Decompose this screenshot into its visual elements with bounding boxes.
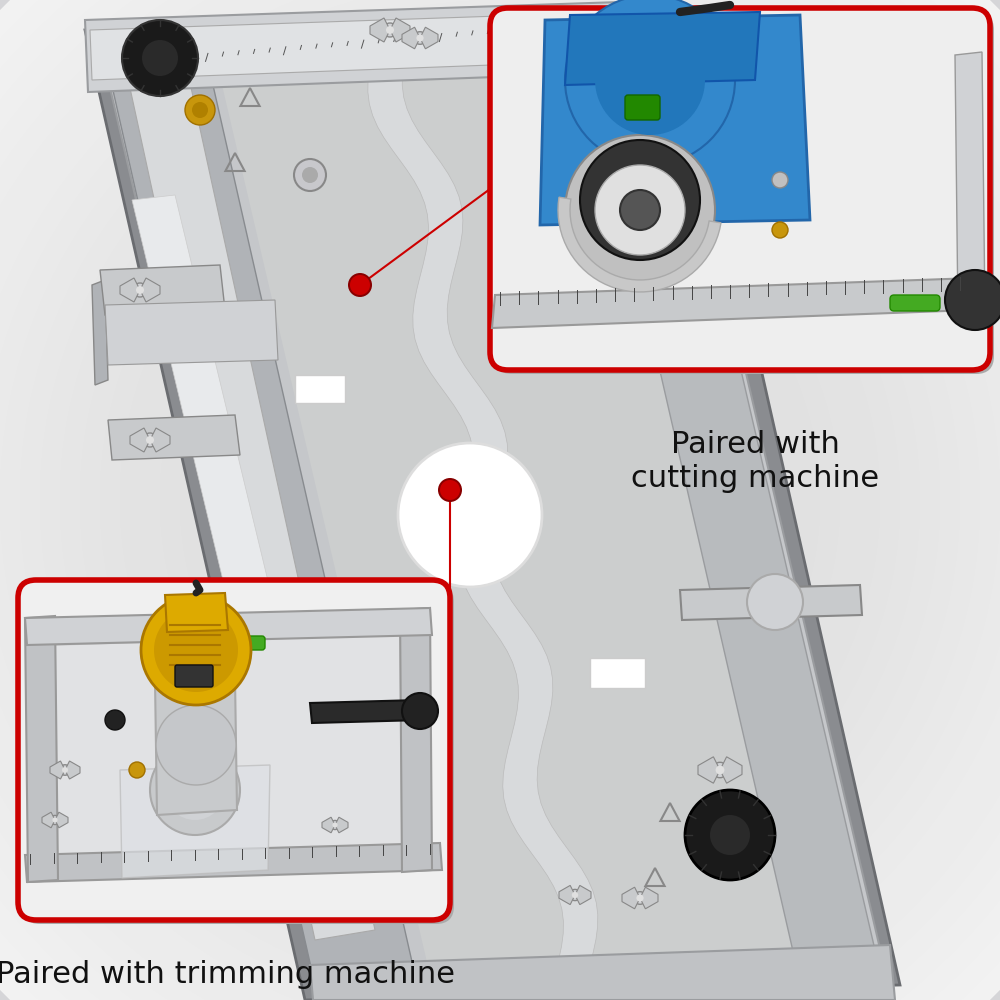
Circle shape (569, 889, 581, 901)
Circle shape (120, 120, 880, 880)
Polygon shape (140, 278, 160, 302)
Polygon shape (120, 278, 140, 302)
Polygon shape (132, 195, 340, 890)
Circle shape (438, 478, 462, 502)
Polygon shape (50, 761, 65, 779)
Bar (590, 658, 645, 688)
Circle shape (133, 283, 147, 297)
Polygon shape (322, 817, 335, 833)
Polygon shape (420, 27, 438, 49)
Polygon shape (492, 278, 975, 328)
Circle shape (20, 20, 980, 980)
Polygon shape (92, 280, 108, 385)
Circle shape (772, 222, 788, 238)
Polygon shape (540, 15, 810, 225)
Circle shape (154, 608, 238, 692)
Circle shape (383, 23, 397, 37)
Circle shape (302, 167, 318, 183)
FancyBboxPatch shape (22, 584, 454, 924)
Polygon shape (42, 812, 55, 828)
Circle shape (440, 480, 460, 500)
Circle shape (747, 574, 803, 630)
FancyBboxPatch shape (18, 580, 450, 920)
Polygon shape (310, 700, 422, 723)
Bar (295, 375, 345, 403)
Circle shape (416, 34, 424, 42)
FancyBboxPatch shape (494, 12, 994, 374)
Circle shape (710, 815, 750, 855)
Circle shape (685, 790, 775, 880)
Circle shape (60, 765, 70, 775)
Circle shape (350, 275, 370, 295)
Circle shape (105, 710, 125, 730)
Circle shape (52, 817, 58, 823)
Polygon shape (698, 757, 720, 783)
Circle shape (122, 20, 198, 96)
Circle shape (40, 40, 960, 960)
Polygon shape (25, 608, 432, 645)
Polygon shape (25, 843, 442, 882)
Polygon shape (565, 12, 760, 85)
Polygon shape (390, 18, 410, 42)
Polygon shape (955, 52, 985, 318)
Circle shape (595, 25, 705, 135)
Circle shape (414, 32, 426, 44)
Polygon shape (100, 265, 225, 315)
Circle shape (150, 745, 240, 835)
Polygon shape (370, 18, 390, 42)
Polygon shape (720, 757, 742, 783)
Polygon shape (559, 885, 575, 905)
Circle shape (142, 40, 178, 76)
Polygon shape (85, 10, 900, 1000)
FancyBboxPatch shape (494, 12, 986, 366)
Polygon shape (368, 35, 598, 972)
Text: Paired with
cutting machine: Paired with cutting machine (631, 430, 879, 493)
Polygon shape (155, 678, 237, 815)
Polygon shape (622, 887, 640, 909)
Circle shape (332, 822, 338, 828)
Circle shape (565, 135, 715, 285)
Polygon shape (335, 817, 348, 833)
Circle shape (572, 892, 578, 898)
Polygon shape (55, 635, 402, 865)
Polygon shape (105, 300, 278, 365)
Polygon shape (402, 27, 420, 49)
Circle shape (136, 286, 144, 294)
Circle shape (712, 762, 728, 778)
Circle shape (565, 0, 735, 165)
Polygon shape (558, 197, 721, 292)
Circle shape (716, 766, 724, 774)
Polygon shape (310, 945, 895, 1000)
Circle shape (580, 140, 700, 260)
Circle shape (50, 815, 60, 825)
Polygon shape (108, 415, 240, 460)
Circle shape (386, 26, 394, 34)
Polygon shape (165, 593, 228, 632)
Polygon shape (25, 616, 58, 882)
Polygon shape (100, 25, 885, 990)
Circle shape (636, 894, 644, 902)
Polygon shape (680, 585, 862, 620)
Circle shape (620, 190, 660, 230)
Polygon shape (65, 761, 80, 779)
Circle shape (160, 160, 840, 840)
FancyBboxPatch shape (220, 636, 265, 650)
Circle shape (140, 140, 860, 860)
Polygon shape (640, 887, 658, 909)
Circle shape (60, 60, 940, 940)
Circle shape (129, 762, 145, 778)
Circle shape (330, 820, 340, 830)
Circle shape (772, 172, 788, 188)
FancyBboxPatch shape (625, 95, 660, 120)
Circle shape (294, 159, 326, 191)
Circle shape (595, 165, 685, 255)
